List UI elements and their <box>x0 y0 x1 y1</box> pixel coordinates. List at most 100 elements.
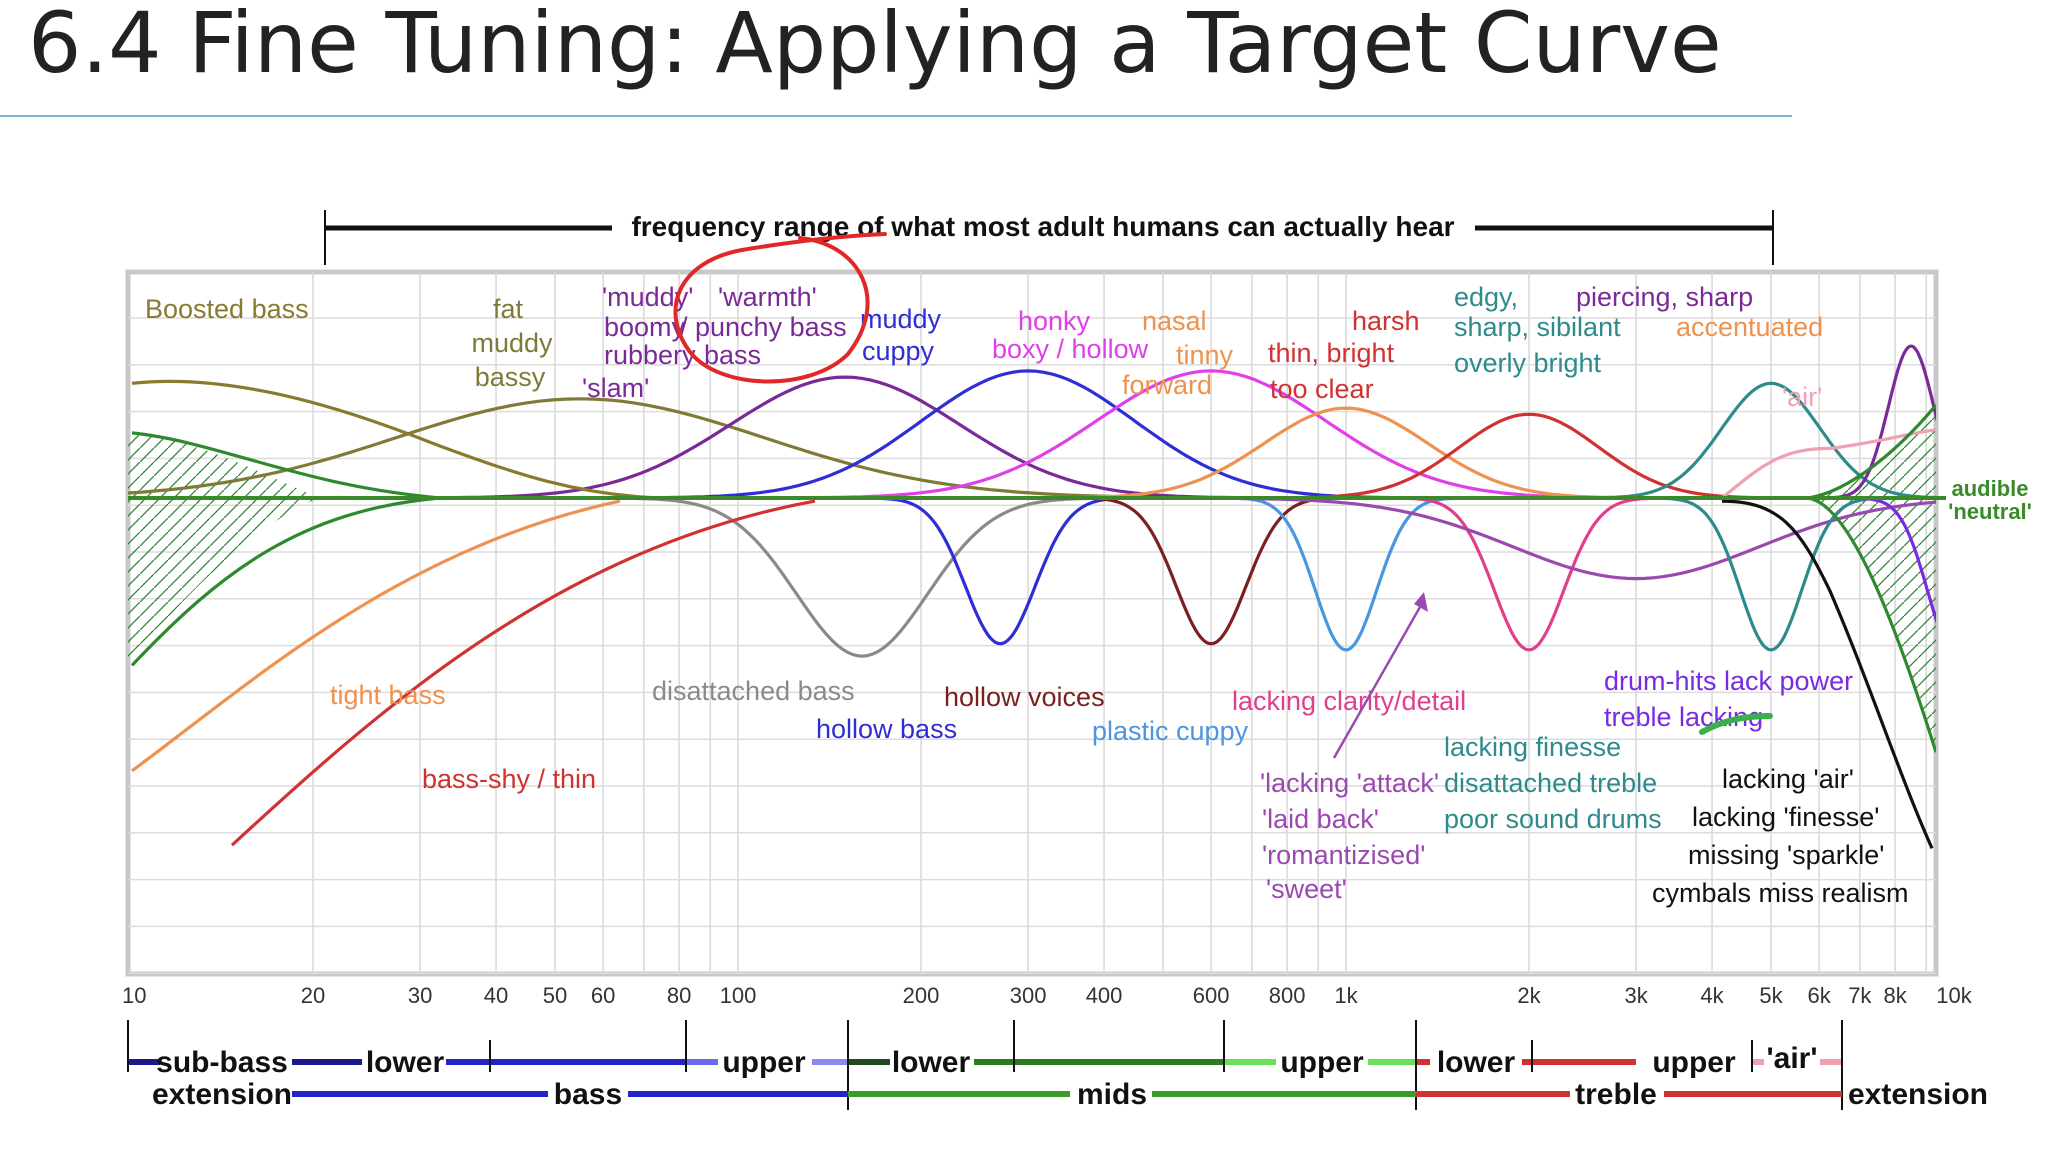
annotation: poor sound drums <box>1444 804 1662 834</box>
plot-frame <box>125 269 1939 977</box>
extension-cut-curve <box>1807 496 1936 753</box>
annotation: tinny <box>1176 340 1234 370</box>
band-label: extension <box>1848 1078 1988 1111</box>
band-label: sub-bass <box>156 1046 288 1079</box>
x-tick-label: 7k <box>1848 983 1872 1008</box>
annotation: 'sweet' <box>1266 874 1347 904</box>
x-tick-label: 10 <box>122 983 146 1008</box>
x-tick-label: 50 <box>543 983 567 1008</box>
annotation: nasal <box>1142 306 1207 336</box>
annotation: 'lacking 'attack' <box>1260 768 1439 798</box>
band-label: lower <box>892 1046 971 1079</box>
annotation: bass-shy / thin <box>422 764 596 794</box>
band-label: lower <box>1437 1046 1516 1079</box>
annotation: too clear <box>1270 374 1374 404</box>
band-label: upper <box>1280 1046 1364 1079</box>
annotation: 'warmth' <box>718 282 817 312</box>
annotation: muddy <box>471 328 553 358</box>
annotation: hollow voices <box>944 682 1105 712</box>
neutral-label-line2: 'neutral' <box>1948 499 2032 524</box>
annotation: bass <box>704 340 761 370</box>
annotation: lacking finesse <box>1444 732 1621 762</box>
band-label: upper <box>722 1046 806 1079</box>
x-tick-label: 30 <box>408 983 432 1008</box>
annotation: rubbery <box>604 340 696 370</box>
annotation: fat <box>493 294 524 324</box>
x-tick-label: 20 <box>301 983 325 1008</box>
band-label: lower <box>366 1046 445 1079</box>
x-tick-label: 60 <box>591 983 615 1008</box>
annotation: plastic cuppy <box>1092 716 1249 746</box>
band-label: extension <box>152 1078 292 1111</box>
neutral-label-line1: audible <box>1951 476 2028 501</box>
annotation: piercing, sharp <box>1576 282 1753 312</box>
annotation: 'romantizised' <box>1262 840 1425 870</box>
x-tick-label: 5k <box>1759 983 1783 1008</box>
annotation: lacking 'finesse' <box>1692 802 1879 832</box>
bass-shy-curve <box>230 499 816 847</box>
annotation: boomy <box>604 312 686 342</box>
annotation: bassy <box>475 362 546 392</box>
annotation: lacking clarity/detail <box>1232 686 1466 716</box>
hatch-areas <box>128 405 1936 753</box>
annotation: 'slam' <box>582 373 649 403</box>
chart-title: frequency range of what most adult human… <box>631 211 1454 242</box>
annotation: sharp, sibilant <box>1454 312 1621 342</box>
annotation: cuppy <box>862 336 935 366</box>
sub-bass-cut-curve <box>130 496 441 667</box>
annotation: harsh <box>1352 306 1420 336</box>
annotation: accentuated <box>1676 312 1823 342</box>
annotation: overly bright <box>1454 348 1602 378</box>
x-tick-label: 600 <box>1193 983 1230 1008</box>
x-tick-label: 8k <box>1883 983 1907 1008</box>
sub-bass-boost-curve <box>131 431 441 500</box>
annotation: edgy, <box>1454 282 1518 312</box>
annotation: 'air' <box>1782 382 1822 412</box>
annotation: thin, bright <box>1268 338 1395 368</box>
band-label: mids <box>1077 1078 1147 1111</box>
hatch-area <box>128 498 320 666</box>
x-tick-label: 4k <box>1700 983 1724 1008</box>
annotation: hollow bass <box>816 714 957 744</box>
treble-rolloff-curve <box>1721 499 1934 849</box>
annotation: disattached treble <box>1444 768 1657 798</box>
x-tick-label: 6k <box>1807 983 1831 1008</box>
hearing-range-bar: frequency range of what most adult human… <box>324 210 1774 265</box>
slide-title: 6.4 Fine Tuning: Applying a Target Curve <box>28 0 1722 92</box>
annotation: lacking 'air' <box>1722 764 1854 794</box>
annotation: missing 'sparkle' <box>1688 840 1884 870</box>
annotation-arrow <box>1332 592 1428 759</box>
band-label: 'air' <box>1767 1042 1818 1075</box>
annotation: forward <box>1122 370 1212 400</box>
x-tick-label: 1k <box>1334 983 1358 1008</box>
x-tick-label: 100 <box>720 983 757 1008</box>
annotation: boxy / hollow <box>992 334 1149 364</box>
frequency-bands: sub-bass lower upper lower upper lower u… <box>127 1020 1988 1111</box>
hatch-area <box>128 432 320 498</box>
x-tick-label: 800 <box>1269 983 1306 1008</box>
annotations: Boosted bass fat muddy bassy 'muddy' boo… <box>145 282 1909 908</box>
annotation: honky <box>1018 306 1091 336</box>
boosted-bass-curve <box>131 379 661 500</box>
annotation: muddy <box>860 304 942 334</box>
x-tick-label: 200 <box>903 983 940 1008</box>
band-label: bass <box>554 1078 622 1111</box>
hatch-area <box>1808 405 1936 498</box>
strike-mark <box>1699 713 1773 735</box>
hatch-area <box>1808 498 1936 753</box>
title-divider <box>0 115 1792 117</box>
annotation: tight bass <box>330 680 446 710</box>
x-tick-label: 400 <box>1086 983 1123 1008</box>
annotation: disattached bass <box>652 676 855 706</box>
x-tick-label: 10k <box>1936 983 1972 1008</box>
tight-bass-curve <box>131 499 621 773</box>
x-tick-label: 40 <box>484 983 508 1008</box>
x-axis-ticks: 10 20 30 40 50 60 80 100 200 300 400 600 800 1k 2k 3k 4k… <box>122 983 1973 1008</box>
x-tick-label: 80 <box>667 983 691 1008</box>
annotation: / punchy bass <box>680 312 847 342</box>
annotation: drum-hits lack power <box>1604 666 1853 696</box>
annotation: cymbals miss realism <box>1652 878 1909 908</box>
x-tick-label: 3k <box>1624 983 1648 1008</box>
annotation: 'laid back' <box>1262 804 1379 834</box>
